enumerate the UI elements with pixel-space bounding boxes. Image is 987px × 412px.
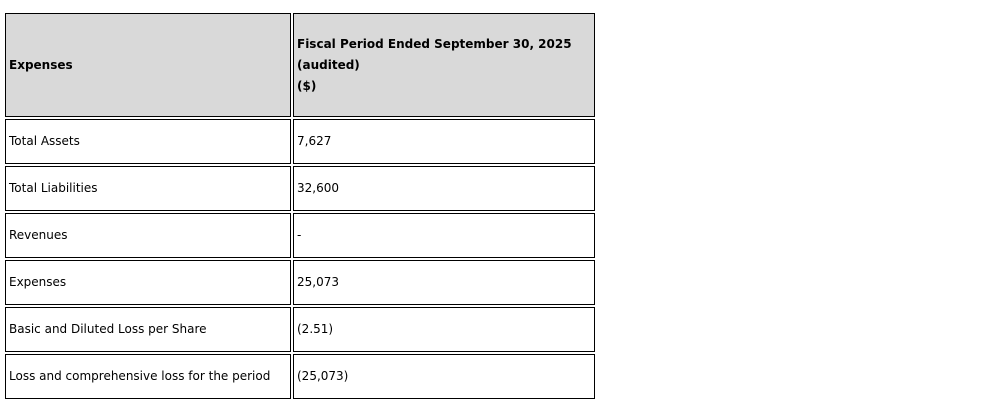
header-expenses-label: Expenses <box>5 13 291 117</box>
row-label: Basic and Diluted Loss per Share <box>5 307 291 352</box>
table-row-comprehensive-loss: Loss and comprehensive loss for the peri… <box>5 354 595 399</box>
row-value: (25,073) <box>293 354 595 399</box>
row-value: 7,627 <box>293 119 595 164</box>
row-label: Expenses <box>5 260 291 305</box>
financial-summary-table: Expenses Fiscal Period Ended September 3… <box>3 11 597 401</box>
table-row-revenues: Revenues - <box>5 213 595 258</box>
row-value: 25,073 <box>293 260 595 305</box>
row-label: Loss and comprehensive loss for the peri… <box>5 354 291 399</box>
table-header-row: Expenses Fiscal Period Ended September 3… <box>5 13 595 117</box>
row-label: Total Assets <box>5 119 291 164</box>
row-value: - <box>293 213 595 258</box>
table-row-loss-per-share: Basic and Diluted Loss per Share (2.51) <box>5 307 595 352</box>
row-value: 32,600 <box>293 166 595 211</box>
table-row-total-liabilities: Total Liabilities 32,600 <box>5 166 595 211</box>
row-label: Revenues <box>5 213 291 258</box>
header-fiscal-period-cell: Fiscal Period Ended September 30, 2025 (… <box>293 13 595 117</box>
header-currency-line: ($) <box>297 78 317 93</box>
header-fiscal-period-line: Fiscal Period Ended September 30, 2025 <box>297 36 572 51</box>
row-label: Total Liabilities <box>5 166 291 211</box>
table-row-expenses: Expenses 25,073 <box>5 260 595 305</box>
table-row-total-assets: Total Assets 7,627 <box>5 119 595 164</box>
header-audited-line: (audited) <box>297 57 360 72</box>
row-value: (2.51) <box>293 307 595 352</box>
